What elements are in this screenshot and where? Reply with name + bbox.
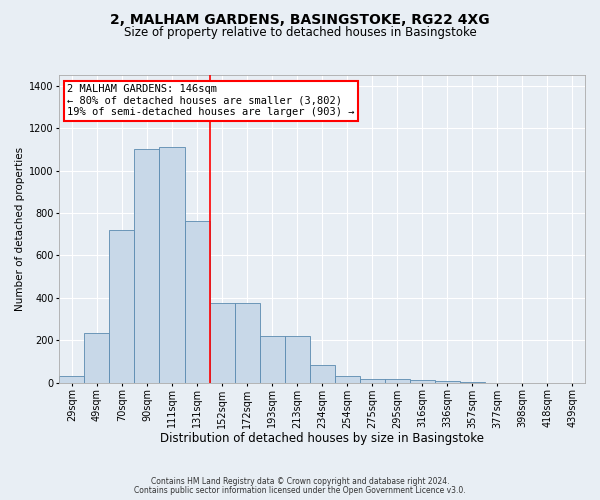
Bar — [310, 364, 335, 383]
Bar — [85, 333, 109, 383]
Text: Contains public sector information licensed under the Open Government Licence v3: Contains public sector information licen… — [134, 486, 466, 495]
Bar — [109, 230, 134, 383]
Bar — [59, 376, 85, 383]
Bar — [134, 150, 160, 383]
Bar — [284, 336, 310, 383]
Text: 2 MALHAM GARDENS: 146sqm
← 80% of detached houses are smaller (3,802)
19% of sem: 2 MALHAM GARDENS: 146sqm ← 80% of detach… — [67, 84, 355, 117]
Bar — [160, 147, 185, 383]
Bar — [335, 376, 360, 383]
Bar — [435, 380, 460, 383]
X-axis label: Distribution of detached houses by size in Basingstoke: Distribution of detached houses by size … — [160, 432, 484, 445]
Bar — [209, 303, 235, 383]
Text: Contains HM Land Registry data © Crown copyright and database right 2024.: Contains HM Land Registry data © Crown c… — [151, 477, 449, 486]
Bar — [185, 222, 209, 383]
Bar — [385, 378, 410, 383]
Bar — [260, 336, 284, 383]
Text: Size of property relative to detached houses in Basingstoke: Size of property relative to detached ho… — [124, 26, 476, 39]
Y-axis label: Number of detached properties: Number of detached properties — [15, 147, 25, 311]
Text: 2, MALHAM GARDENS, BASINGSTOKE, RG22 4XG: 2, MALHAM GARDENS, BASINGSTOKE, RG22 4XG — [110, 12, 490, 26]
Bar — [410, 380, 435, 383]
Bar — [360, 378, 385, 383]
Bar — [235, 303, 260, 383]
Bar — [460, 382, 485, 383]
